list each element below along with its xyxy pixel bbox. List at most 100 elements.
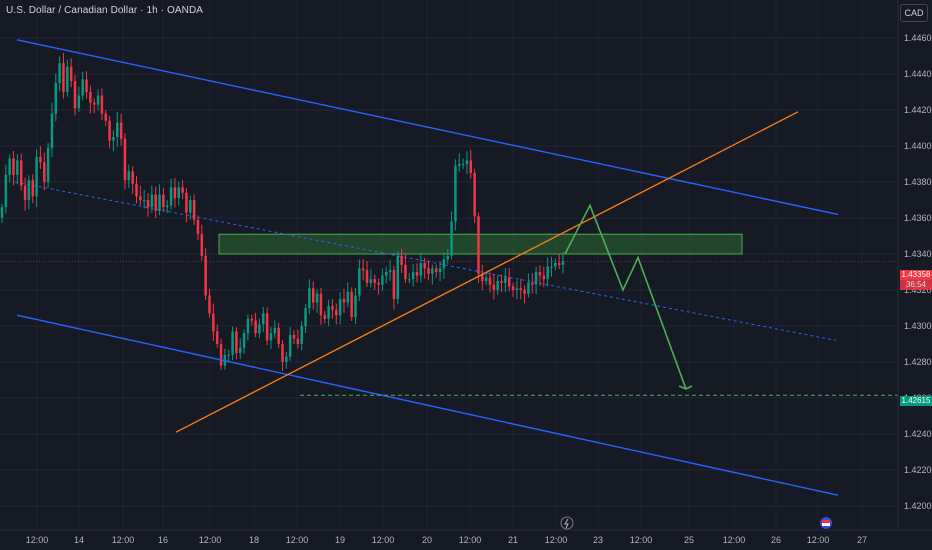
candle-body (73, 81, 77, 109)
candle-body (108, 120, 111, 141)
candle-body (135, 183, 138, 197)
candle-body (308, 288, 311, 308)
candle-body (116, 122, 119, 137)
candle-body (196, 219, 200, 235)
candle-body (281, 344, 284, 362)
candle-body (384, 272, 388, 276)
price-scale-label: 1.42400 (904, 429, 932, 439)
candle-body (31, 180, 34, 197)
price-scale-label: 1.44200 (904, 105, 932, 115)
candle-body (146, 200, 150, 208)
candle-body (400, 255, 403, 265)
candle-body (265, 313, 269, 341)
candle-body (139, 196, 142, 200)
candle-body (327, 306, 330, 319)
projection-path (564, 203, 687, 390)
currency-badge[interactable]: CAD (900, 4, 928, 22)
candle-body (300, 326, 303, 344)
candle-body (208, 295, 211, 314)
candle-body (35, 156, 38, 197)
candle-body (173, 187, 177, 199)
candle-body (446, 255, 449, 260)
candle-body (534, 272, 538, 285)
candle-body (96, 95, 100, 105)
candle-body (523, 290, 526, 294)
candle-body (369, 279, 373, 283)
candle-body (469, 160, 473, 173)
candle-body (296, 338, 300, 344)
candles (0, 52, 565, 371)
candle-body (408, 279, 411, 281)
candle-body (112, 137, 115, 141)
time-scale-label: 25 (684, 535, 694, 545)
candle-body (162, 194, 165, 208)
candle-body (181, 187, 184, 193)
candle-body (43, 162, 46, 182)
candle-body (431, 268, 434, 274)
candle-body (212, 313, 215, 332)
candle-body (23, 185, 27, 200)
candle-body (192, 200, 196, 220)
candle-body (250, 318, 254, 321)
price-scale-label: 1.43000 (904, 321, 932, 331)
candle-body (365, 270, 369, 283)
time-scale-label: 12:00 (199, 535, 222, 545)
candle-body (488, 277, 492, 285)
candle-body (342, 299, 346, 303)
candle-body (461, 164, 465, 165)
candle-body (77, 95, 81, 109)
candle-body (150, 194, 154, 208)
candle-body (8, 158, 11, 175)
candle-body (527, 282, 530, 294)
candle-body (304, 308, 307, 326)
time-scale-label: 12:00 (372, 535, 395, 545)
candle-body (519, 288, 522, 290)
channel-midline (14, 181, 837, 341)
candle-body (58, 63, 61, 83)
candle-body (204, 255, 207, 296)
lightning-icon (560, 516, 574, 530)
candle-body (415, 272, 419, 276)
candle-body (285, 356, 288, 362)
candle-body (484, 277, 488, 281)
candle-body (454, 165, 457, 222)
price-scale-label: 1.44400 (904, 69, 932, 79)
drawings-back (0, 181, 898, 341)
time-scale-label: 26 (771, 535, 781, 545)
time-scale-label: 27 (857, 535, 867, 545)
time-scale-label: 19 (335, 535, 345, 545)
candle-body (561, 261, 565, 265)
time-scale-label: 12:00 (286, 535, 309, 545)
candle-body (315, 293, 319, 303)
candle-body (127, 171, 131, 181)
candle-body (165, 205, 169, 208)
candle-body (346, 291, 350, 303)
candle-body (492, 284, 496, 290)
candle-body (66, 66, 69, 92)
candle-body (19, 160, 23, 186)
time-scale-label: 20 (422, 535, 432, 545)
price-scale-label: 1.42000 (904, 501, 932, 511)
candle-body (262, 313, 265, 325)
candle-body (331, 306, 334, 310)
price-scale-label: 1.42200 (904, 465, 932, 475)
candle-body (81, 79, 84, 96)
candle-body (546, 266, 549, 280)
candle-body (215, 331, 219, 344)
candle-body (323, 315, 327, 319)
candle-body (442, 259, 446, 269)
candle-body (62, 63, 65, 92)
candle-body (550, 266, 553, 268)
candle-body (504, 277, 507, 283)
candle-body (434, 268, 438, 272)
candle-body (235, 331, 238, 353)
candle-body (392, 270, 396, 299)
candle-body (158, 194, 161, 211)
candle-body (54, 83, 58, 114)
candle-body (554, 263, 557, 267)
candle-body (131, 171, 134, 184)
candle-body (311, 288, 315, 303)
